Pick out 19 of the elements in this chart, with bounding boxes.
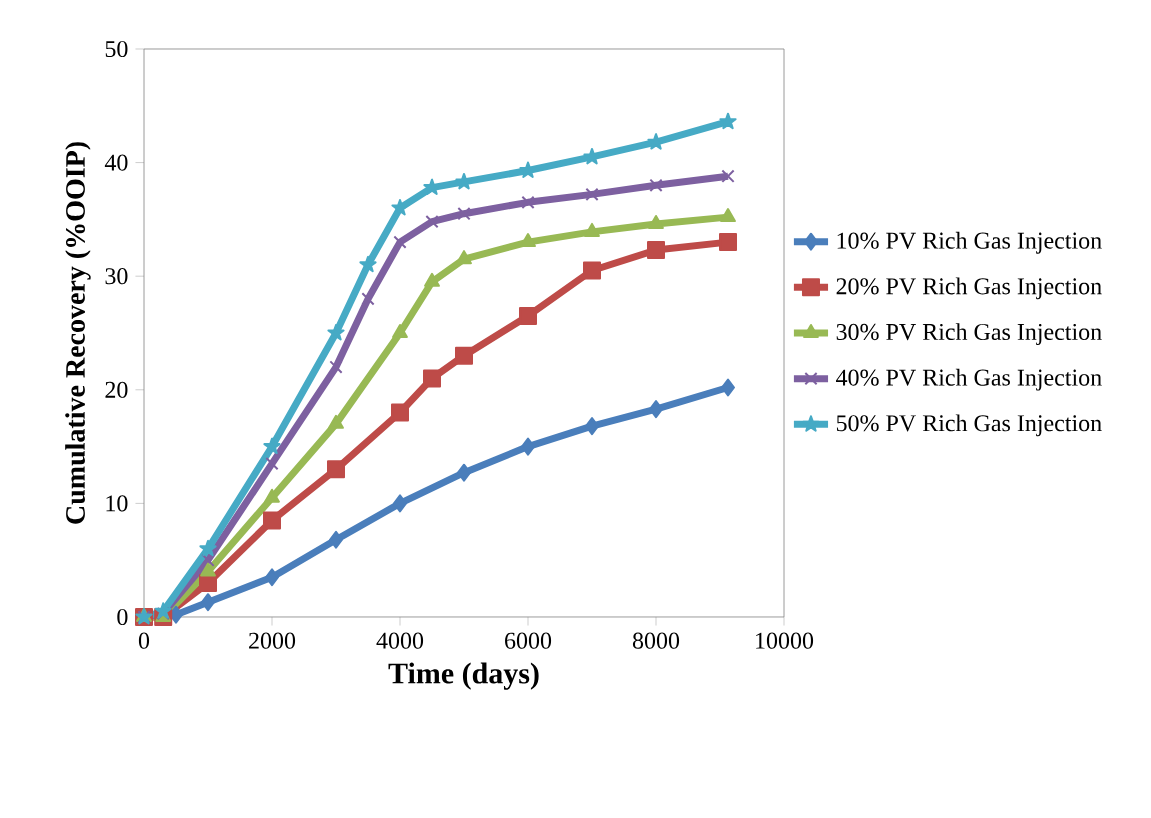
y-tick-label: 50: [105, 40, 128, 58]
x-tick-label: 8000: [632, 632, 680, 649]
y-tick-label: 10: [106, 495, 128, 512]
y-tick-label: 40: [104, 154, 128, 171]
legend-label: 50% PV Rich Gas Injection: [836, 414, 1102, 437]
x-tick-label: 4000: [376, 632, 424, 649]
y-tick-label: 20: [105, 381, 128, 398]
x-tick-label: 6000: [505, 632, 552, 649]
legend-label: 10% PV Rich Gas Injection: [837, 231, 1102, 254]
legend-label: 20% PV Rich Gas Injection: [836, 277, 1102, 300]
x-tick-label: 10000: [756, 632, 814, 649]
y-tick-label: 30: [105, 268, 128, 285]
y-axis-title: Cumulative Recovery (%OOIP): [65, 142, 91, 524]
y-tick-label: 0: [117, 608, 128, 626]
x-tick-label: 2000: [249, 632, 296, 649]
legend-label: 40% PV Rich Gas Injection: [836, 368, 1102, 391]
legend-label: 30% PV Rich Gas Injection: [836, 323, 1102, 345]
x-tick-label: 0: [138, 632, 150, 649]
x-axis-title: Time (days): [388, 662, 539, 690]
